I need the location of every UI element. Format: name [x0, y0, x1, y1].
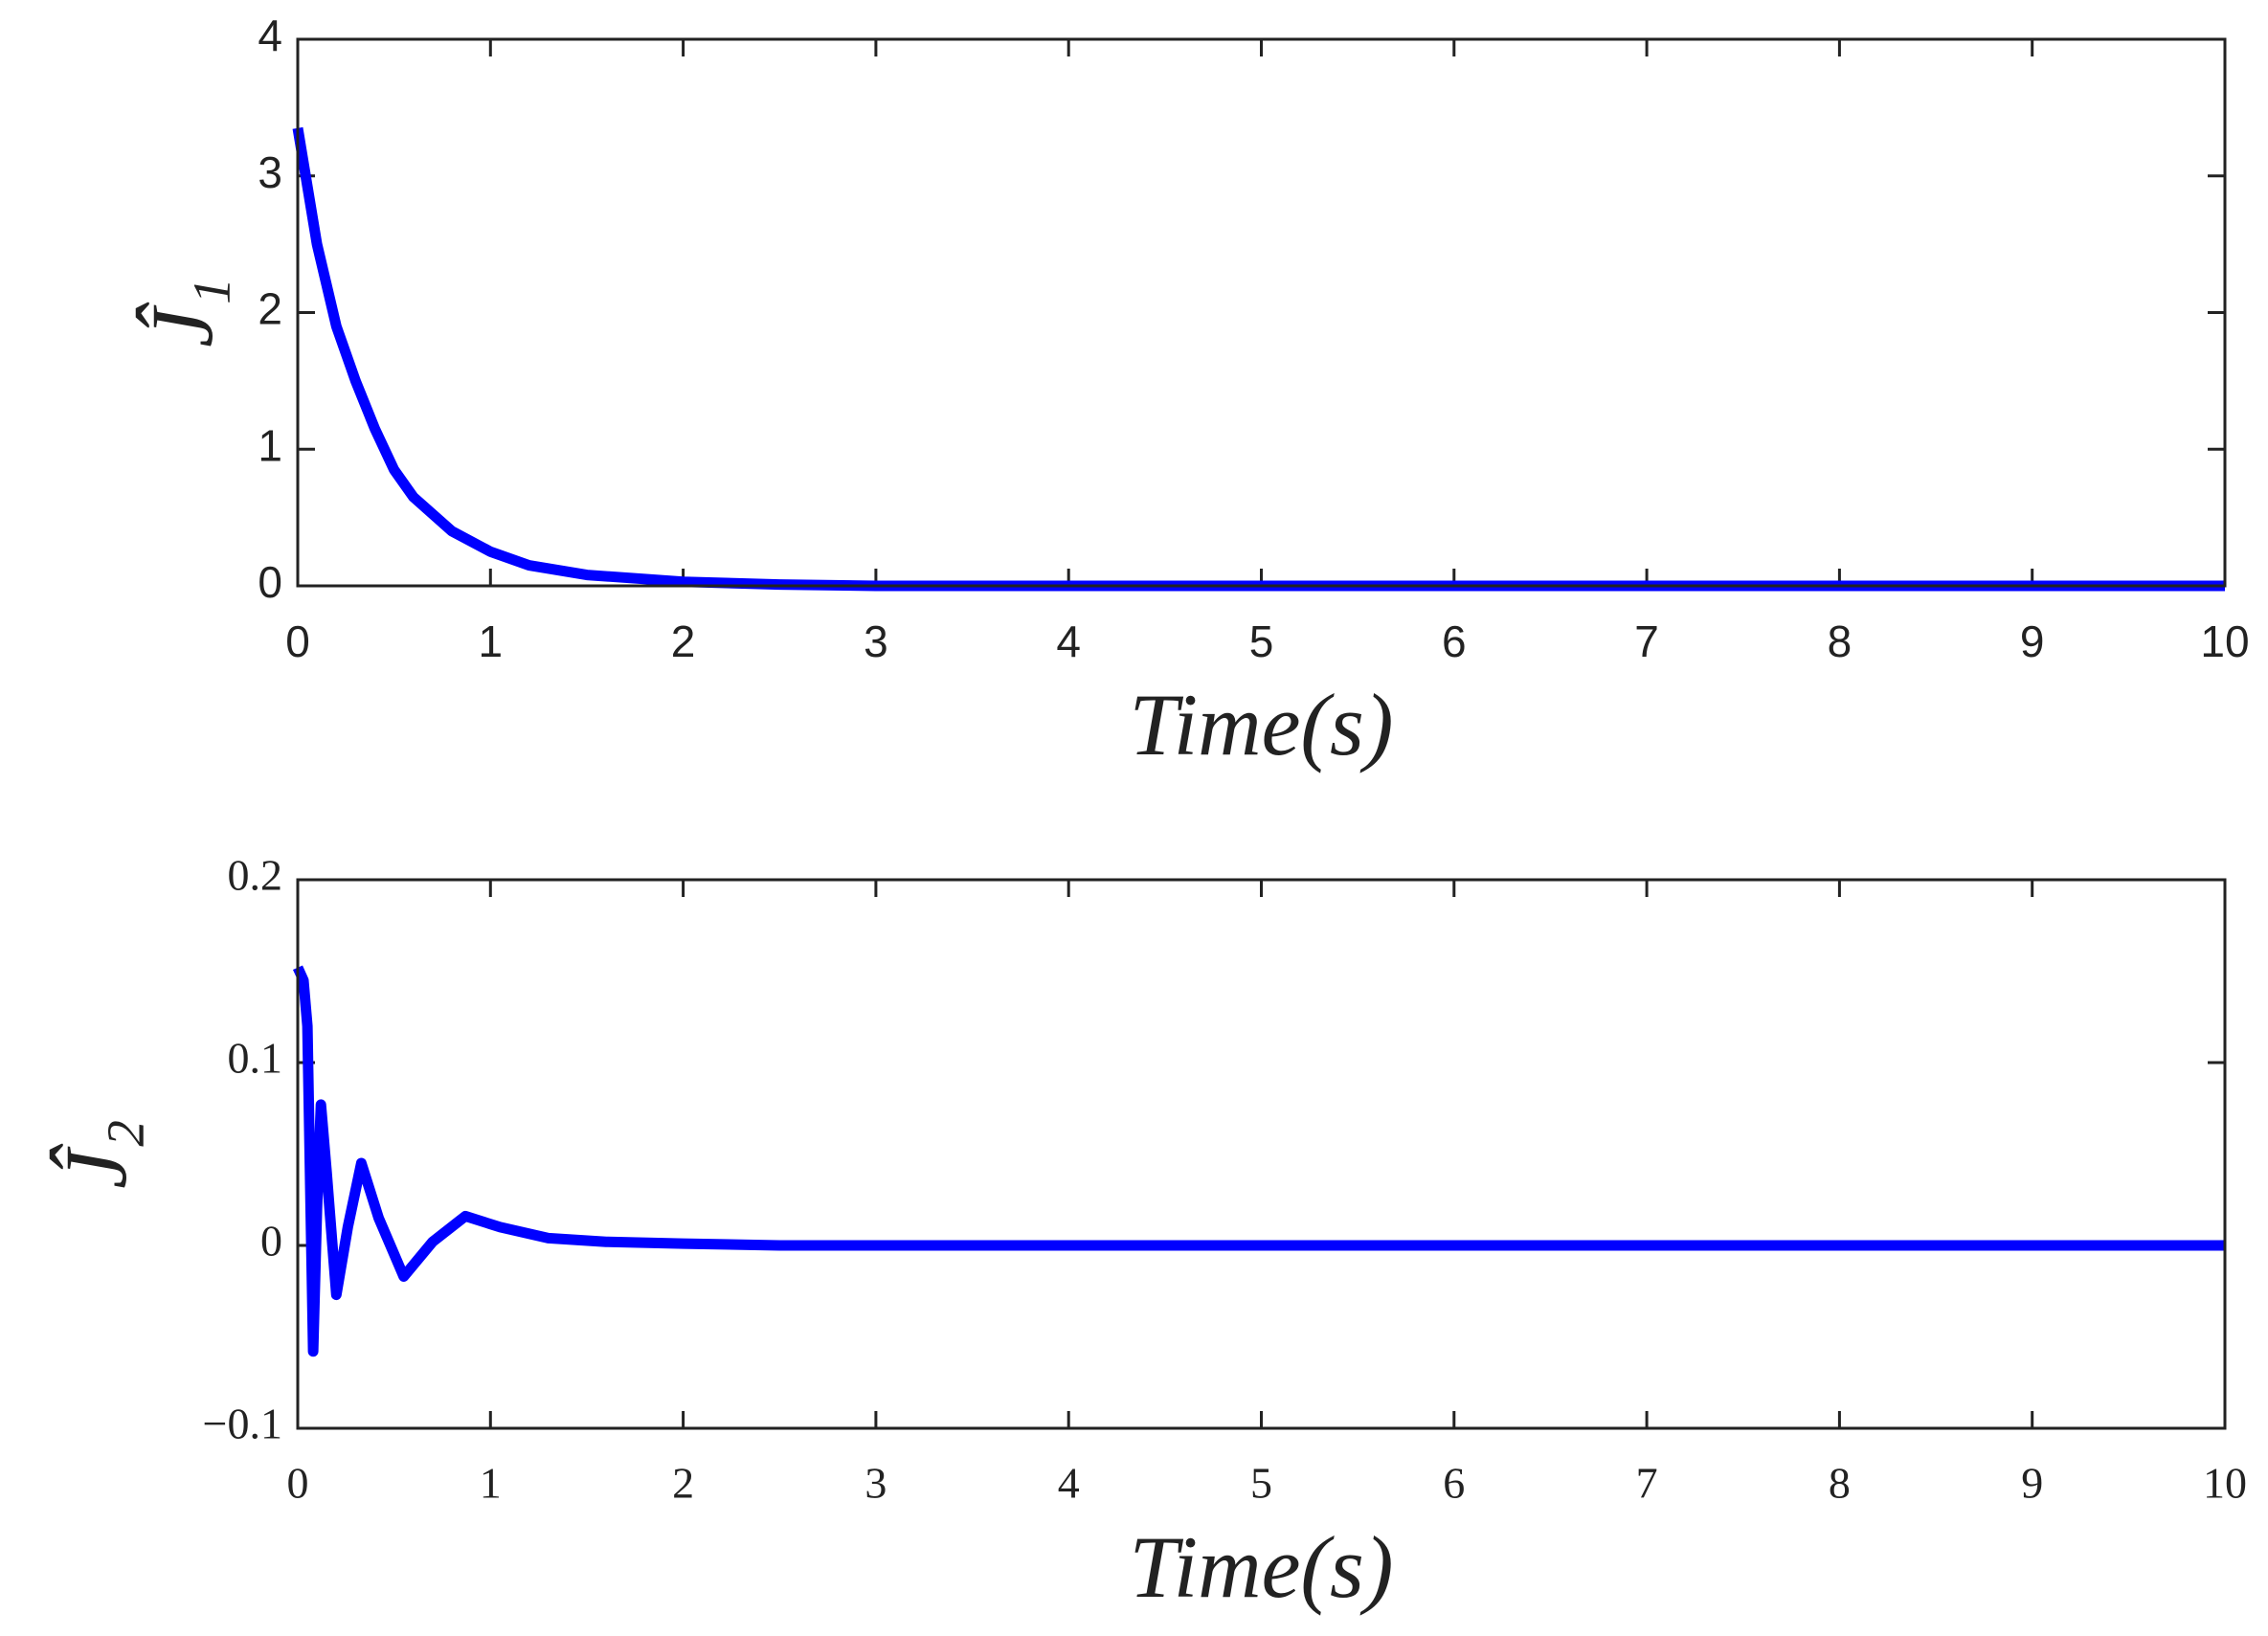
x-tick-label: 7 — [1636, 1459, 1658, 1508]
y-tick-label: 0 — [258, 557, 282, 607]
axes-box — [296, 878, 2227, 1430]
y-tick-label: 3 — [258, 147, 282, 197]
x-tick-label: 1 — [479, 616, 504, 666]
x-tick-label: 10 — [2203, 1459, 2247, 1508]
y-tick-label: 0.2 — [228, 851, 283, 900]
x-axis-label: Time(s) — [1130, 1518, 1394, 1616]
x-tick-label: 4 — [1056, 616, 1081, 666]
x-tick-label: 2 — [671, 616, 696, 666]
x-tick-label: 0 — [287, 1459, 309, 1508]
line-series — [292, 126, 2225, 592]
y-tick-label: 4 — [258, 11, 282, 60]
x-tick-label: 7 — [1634, 616, 1659, 666]
x-tick-label: 0 — [285, 616, 310, 666]
x-tick-label: 3 — [865, 1459, 887, 1508]
x-tick-label: 10 — [2200, 616, 2249, 666]
panel: 0 1 2 3 4 5 6 7 8 9 10 0 1 2 3 4 Time(s) Ĵ₁ — [133, 11, 2249, 773]
x-tick-label: 6 — [1442, 616, 1467, 666]
x-tick-label: 5 — [1250, 1459, 1272, 1508]
x-tick-label: 5 — [1249, 616, 1274, 666]
x-tick-label: 8 — [1828, 616, 1853, 666]
line-series — [292, 965, 2225, 1357]
y-tick-label: −0.1 — [203, 1400, 282, 1448]
x-tick-label: 4 — [1058, 1459, 1080, 1508]
x-axis-label: Time(s) — [1130, 676, 1394, 773]
y-tick-label: 1 — [258, 420, 282, 470]
y-tick-label: 2 — [258, 284, 282, 334]
x-tick-label: 8 — [1829, 1459, 1851, 1508]
x-tick-label: 9 — [2020, 616, 2045, 666]
x-tick-label: 9 — [2021, 1459, 2043, 1508]
x-tick-label: 2 — [672, 1459, 694, 1508]
y-tick-label: 0.1 — [228, 1034, 283, 1083]
axes-box — [296, 37, 2227, 588]
x-tick-label: 3 — [864, 616, 888, 666]
y-tick-label: 0 — [260, 1217, 282, 1266]
x-tick-label: 6 — [1443, 1459, 1465, 1508]
y-axis-label: Ĵ₂ — [47, 1119, 145, 1189]
y-axis-label: Ĵ₁ — [133, 278, 231, 347]
x-tick-label: 1 — [480, 1459, 502, 1508]
